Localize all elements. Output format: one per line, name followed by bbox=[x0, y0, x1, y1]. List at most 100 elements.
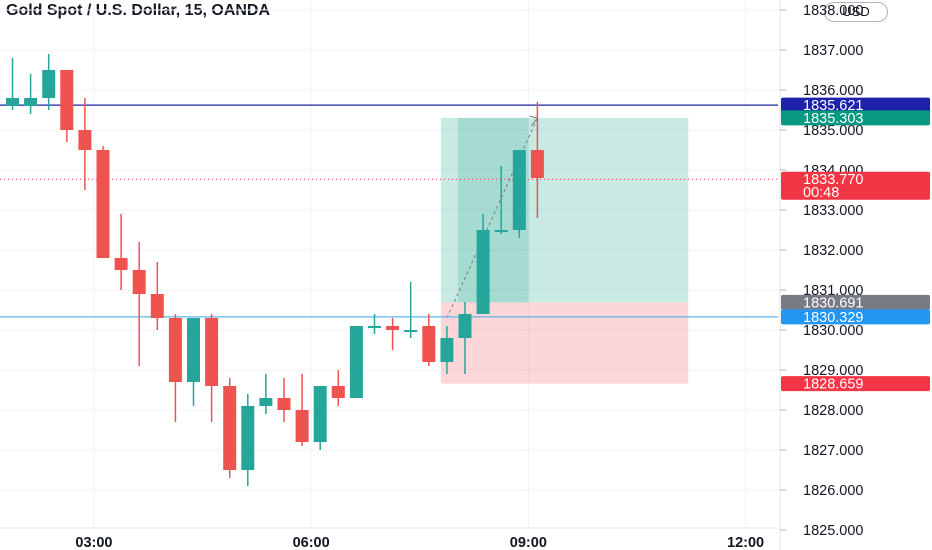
candles bbox=[6, 54, 544, 486]
candle-body bbox=[349, 326, 363, 398]
candle bbox=[422, 314, 436, 366]
time-tick-label: 12:00 bbox=[727, 535, 764, 550]
candle-body bbox=[494, 230, 508, 232]
candle bbox=[241, 394, 255, 486]
candle bbox=[259, 374, 273, 414]
candle-body bbox=[187, 318, 200, 382]
candle-body bbox=[223, 386, 237, 470]
price-tick-label: 1836.000 bbox=[803, 83, 863, 99]
price-label-text: 1828.659 bbox=[803, 377, 863, 393]
candle-body bbox=[114, 258, 128, 270]
price-label: 1835.303 bbox=[781, 110, 930, 127]
candle-body bbox=[512, 150, 526, 230]
candle bbox=[331, 370, 345, 406]
candle-body bbox=[205, 318, 219, 386]
candle-body bbox=[132, 270, 146, 294]
price-label-text: 1830.329 bbox=[803, 310, 863, 326]
time-axis-bg bbox=[0, 529, 778, 550]
candle bbox=[6, 58, 19, 110]
price-label-box bbox=[781, 309, 930, 325]
position-tool bbox=[440, 115, 689, 384]
candle bbox=[404, 282, 418, 338]
candle bbox=[313, 386, 327, 450]
candle-body bbox=[259, 398, 273, 406]
candle-body bbox=[295, 410, 309, 442]
countdown-text: 00:48 bbox=[803, 185, 839, 201]
candle bbox=[150, 262, 164, 330]
candle bbox=[114, 214, 128, 290]
price-tick-label: 1835.000 bbox=[803, 123, 863, 139]
candle bbox=[96, 146, 110, 258]
price-axis: 1825.000 1826.000 1827.000 1828.000 1829.000… bbox=[779, 0, 863, 550]
candle bbox=[223, 378, 237, 478]
candle-body bbox=[150, 294, 164, 318]
stop-zone bbox=[440, 302, 689, 384]
price-label-text: 1833.770 bbox=[803, 172, 863, 188]
candle bbox=[368, 314, 381, 334]
price-tick-label: 1837.000 bbox=[803, 43, 863, 59]
candle bbox=[440, 326, 454, 374]
price-label-box bbox=[781, 376, 930, 392]
time-tick-label: 09:00 bbox=[510, 535, 547, 550]
candle-body bbox=[168, 318, 182, 382]
candle-body bbox=[24, 98, 38, 106]
candle-body bbox=[530, 150, 544, 178]
price-label-box bbox=[781, 97, 930, 113]
candle-body bbox=[476, 230, 490, 314]
candle-body bbox=[78, 130, 92, 150]
time-axis: 03:00 06:00 09:00 12:00 bbox=[0, 527, 778, 550]
candle bbox=[205, 314, 219, 422]
candle-body bbox=[277, 398, 291, 410]
price-tick-label: 1828.000 bbox=[803, 403, 863, 419]
grid bbox=[0, 0, 778, 531]
candle-body bbox=[60, 70, 74, 130]
price-tick-label: 1826.000 bbox=[803, 483, 863, 499]
candle bbox=[458, 302, 472, 374]
price-label-text: 1835.621 bbox=[803, 98, 863, 114]
candle bbox=[295, 374, 309, 446]
candle bbox=[78, 98, 92, 190]
candle-body bbox=[458, 314, 472, 338]
candle bbox=[494, 166, 508, 234]
candle bbox=[42, 54, 56, 110]
price-tick-label: 1833.000 bbox=[803, 203, 863, 219]
candle bbox=[132, 242, 146, 366]
price-label-box bbox=[781, 294, 930, 310]
price-tick-label: 1829.000 bbox=[803, 363, 863, 379]
candle bbox=[476, 214, 490, 314]
currency-button[interactable]: USD bbox=[824, 2, 888, 22]
candle-body bbox=[422, 326, 436, 362]
time-tick-label: 06:00 bbox=[293, 535, 330, 550]
candle bbox=[512, 150, 526, 238]
candle-body bbox=[368, 326, 381, 328]
price-tick-label: 1838.000 bbox=[803, 3, 863, 19]
price-tick-label: 1832.000 bbox=[803, 243, 863, 259]
candle-body bbox=[42, 70, 56, 98]
candle bbox=[530, 102, 544, 218]
price-label: 1835.621 bbox=[781, 97, 930, 114]
price-tick-label: 1827.000 bbox=[803, 443, 863, 459]
price-label: 1830.329 bbox=[781, 309, 930, 326]
candle-body bbox=[404, 330, 418, 332]
candle bbox=[60, 70, 74, 142]
price-labels: 1835.6211835.3031833.77000:481830.691183… bbox=[781, 97, 930, 393]
price-label-box bbox=[781, 171, 930, 200]
candle-body bbox=[386, 326, 400, 330]
price-label-box bbox=[781, 110, 930, 126]
candle-body bbox=[6, 98, 19, 106]
candle-body bbox=[331, 386, 345, 398]
candle bbox=[386, 318, 400, 350]
price-label-text: 1835.303 bbox=[803, 111, 863, 127]
price-label-text: 1830.691 bbox=[803, 295, 863, 311]
candle bbox=[277, 378, 291, 422]
candle-body bbox=[440, 338, 454, 362]
price-tick-label: 1825.000 bbox=[803, 523, 863, 539]
price-label: 1830.691 bbox=[781, 294, 930, 311]
time-tick-label: 03:00 bbox=[75, 535, 112, 550]
candle bbox=[168, 314, 182, 422]
price-label: 1828.659 bbox=[781, 376, 930, 393]
horizontal-lines bbox=[0, 104, 778, 318]
candle bbox=[187, 318, 200, 406]
